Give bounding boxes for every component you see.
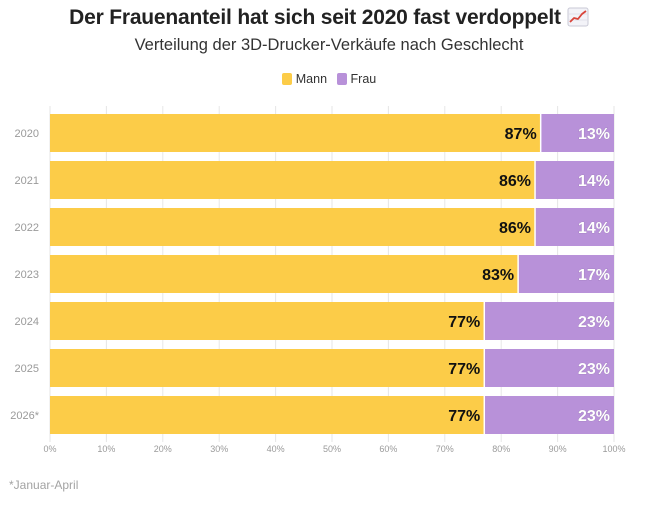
legend-swatch-frau [336,73,347,85]
legend-item-mann[interactable]: Mann [281,72,328,86]
bar-frau [535,161,614,199]
y-category-label: 2023 [15,269,39,281]
x-tick-label: 80% [492,444,510,454]
data-label-mann: 77% [448,408,480,425]
x-tick-label: 40% [267,444,285,454]
x-tick-label: 70% [436,444,454,454]
data-label-frau: 14% [578,173,610,190]
x-tick-label: 20% [154,444,172,454]
chart-title: Der Frauenanteil hat sich seit 2020 fast… [0,6,658,33]
legend-item-frau[interactable]: Frau [336,72,377,86]
data-label-mann: 77% [448,314,480,331]
data-label-mann: 86% [499,220,531,237]
data-label-frau: 13% [578,126,610,143]
bar-frau [484,396,614,434]
x-tick-label: 90% [549,444,567,454]
data-label-frau: 23% [578,361,610,378]
chart-legend: Mann Frau [0,72,658,88]
x-tick-label: 60% [379,444,397,454]
stacked-bar-chart: 0% 10% 20% 30% 40% 50% 60% 70% 80% 90% 100% 2020 87%… [10,106,626,454]
y-category-label: 2020 [15,128,39,140]
bar-frau [518,255,614,293]
x-tick-label: 50% [323,444,341,454]
bar-mann [50,349,485,387]
chart-subtitle: Verteilung der 3D-Drucker-Verkäufe nach … [134,36,524,54]
data-label-mann: 87% [505,126,537,143]
legend-label-frau: Frau [350,72,377,86]
y-category-label: 2024 [15,316,39,328]
data-label-mann: 77% [448,361,480,378]
y-category-label: 2022 [15,222,39,234]
legend-swatch-mann [281,73,292,85]
bar-frau [540,114,614,152]
legend-label-mann: Mann [295,72,328,86]
chart-title-text: Der Frauenanteil hat sich seit 2020 fast… [69,6,561,29]
footnote: *Januar-April [9,478,79,492]
data-label-frau: 14% [578,220,610,237]
bar-mann [50,255,519,293]
chart-increasing-icon [567,7,589,33]
data-label-frau: 23% [578,314,610,331]
bar-mann [50,208,536,246]
y-category-label: 2026* [10,410,39,422]
x-tick-label: 100% [602,444,625,454]
x-tick-label: 10% [97,444,115,454]
data-label-mann: 86% [499,173,531,190]
data-label-frau: 17% [578,267,610,284]
bar-mann [50,161,536,199]
bar-frau [484,349,614,387]
data-label-frau: 23% [578,408,610,425]
y-category-label: 2025 [15,363,39,375]
x-tick-label: 0% [43,444,56,454]
data-label-mann: 83% [482,267,514,284]
bar-frau [484,302,614,340]
bar-mann [50,114,541,152]
bar-mann [50,302,485,340]
y-category-label: 2021 [15,175,39,187]
bar-frau [535,208,614,246]
x-tick-label: 30% [210,444,228,454]
bar-mann [50,396,485,434]
